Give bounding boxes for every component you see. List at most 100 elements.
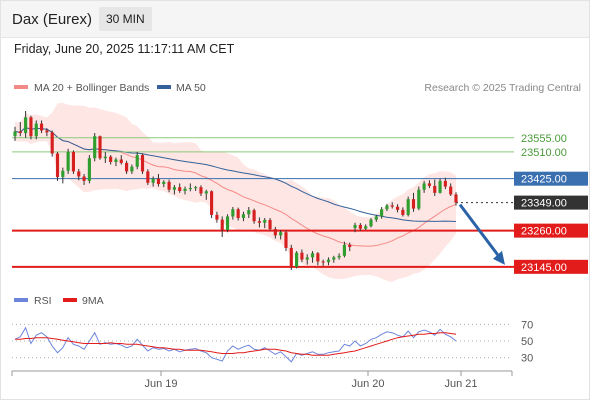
timeframe-selector[interactable]: 30 MIN [99, 7, 152, 31]
candle-body [135, 155, 139, 167]
candle-body [199, 187, 203, 194]
rsi-tick-label: 70 [521, 319, 533, 331]
candle-body [342, 244, 346, 256]
candle-body [61, 170, 65, 178]
level-label-resistance: 23510.00 [521, 147, 567, 159]
candle-body [109, 156, 113, 162]
x-tick-label: Jun 20 [351, 378, 384, 390]
x-tick-label: Jun 19 [144, 378, 177, 390]
level-label-support: 23145.00 [521, 262, 567, 274]
candle-body [263, 219, 267, 223]
candle-body [50, 132, 54, 154]
candle-body [103, 156, 107, 159]
candle-body [82, 176, 86, 181]
credit-text: Research © 2025 Trading Central [424, 82, 581, 94]
candle-body [71, 151, 76, 172]
candle-body [449, 186, 453, 195]
ma20-legend-swatch [14, 85, 28, 89]
rsi-ma-legend-label: 9MA [82, 295, 104, 307]
rsi-legend-label: RSI [34, 295, 52, 307]
candle-body [257, 221, 261, 223]
candle-body [220, 219, 224, 230]
candle-body [454, 194, 458, 203]
ma50-legend-swatch [157, 85, 171, 89]
candle-body [194, 187, 198, 189]
rsi-line [14, 326, 457, 363]
candle-body [279, 232, 283, 236]
candle-body [417, 189, 421, 209]
candle-body [34, 123, 38, 137]
ma20-legend-label: MA 20 + Bollinger Bands [34, 82, 149, 94]
candle-body [395, 206, 400, 210]
price-levels: 23555.00 23510.00 23425.00 23349.00 23260.00… [12, 133, 588, 274]
candle-body [172, 187, 176, 190]
candle-body [87, 158, 91, 181]
candle-body [236, 209, 240, 219]
candle-body [305, 257, 309, 260]
level-tag-pivot [514, 171, 588, 186]
candle-body [284, 232, 288, 248]
candle-body [443, 180, 447, 187]
candle-body [406, 199, 410, 215]
forecast-arrow-shaft [458, 203, 502, 259]
candle-body [310, 253, 315, 258]
candle-body [348, 244, 352, 247]
candle-body [77, 171, 81, 177]
level-label-support: 23260.00 [521, 226, 567, 238]
candle-body [337, 255, 341, 258]
level-tag-support [514, 259, 588, 274]
candle-body [300, 252, 304, 260]
candle-body [295, 252, 299, 267]
candle-body [427, 183, 432, 186]
candle-body [411, 199, 416, 209]
header-bar: Dax (Eurex) 30 MIN [1, 1, 589, 38]
candle-body [119, 159, 123, 163]
candle-body [204, 191, 208, 194]
rsi-ma-line [15, 332, 457, 356]
candle-body [18, 131, 22, 134]
candle-body [385, 205, 389, 210]
candle-body [252, 210, 256, 222]
x-tick-label: Jun 21 [444, 378, 477, 390]
candle-body [247, 210, 251, 215]
level-tag-last [514, 195, 588, 210]
candle-body [55, 153, 60, 178]
candle-body [130, 166, 134, 172]
candle-body [183, 188, 187, 191]
candlesticks [13, 111, 458, 270]
candle-body [316, 253, 320, 262]
candle-body [167, 181, 171, 190]
candle-body [98, 136, 102, 159]
candle-body [268, 219, 272, 230]
rsi-panel: 70 50 30 [12, 319, 533, 365]
candle-body [93, 136, 97, 159]
candle-body [151, 178, 155, 183]
candle-body [289, 247, 293, 267]
candle-body [273, 229, 277, 236]
candle-body [374, 216, 378, 220]
rsi-legend-swatch [14, 298, 28, 302]
candle-body [231, 209, 235, 217]
candle-body [225, 216, 230, 230]
candle-body [364, 226, 368, 229]
forecast-arrow [458, 203, 505, 265]
ma50-legend-label: MA 50 [176, 82, 206, 94]
candle-body [401, 209, 405, 215]
candle-body [326, 259, 331, 263]
candle-body [13, 131, 17, 137]
candle-body [390, 205, 394, 207]
candle-body [125, 162, 129, 172]
level-label-last: 23349.00 [521, 198, 567, 210]
candle-body [369, 219, 373, 227]
candle-body [241, 214, 246, 219]
candle-body [29, 117, 33, 137]
level-label-resistance: 23555.00 [521, 133, 567, 145]
candle-body [210, 191, 214, 215]
candle-body [332, 257, 336, 260]
candle-body [321, 261, 325, 263]
candle-body [178, 187, 182, 191]
candle-body [45, 130, 49, 133]
rsi-tick-label: 50 [521, 336, 533, 348]
